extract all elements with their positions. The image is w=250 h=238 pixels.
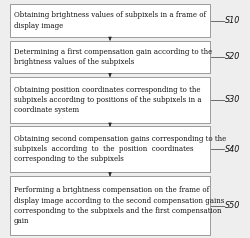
Bar bbox=[10, 176, 210, 235]
Text: S30: S30 bbox=[225, 95, 240, 104]
Text: Determining a first compensation gain according to the
brightness values of the : Determining a first compensation gain ac… bbox=[14, 48, 212, 66]
Text: Obtaining position coordinates corresponding to the
subpixels according to posit: Obtaining position coordinates correspon… bbox=[14, 86, 202, 114]
Bar bbox=[10, 77, 210, 123]
Text: S40: S40 bbox=[225, 145, 240, 154]
Text: Obtaining second compensation gains corresponding to the
subpixels  according  t: Obtaining second compensation gains corr… bbox=[14, 135, 226, 164]
Text: S50: S50 bbox=[225, 201, 240, 210]
Text: Obtaining brightness values of subpixels in a frame of
display image: Obtaining brightness values of subpixels… bbox=[14, 11, 206, 30]
Bar bbox=[10, 126, 210, 172]
Bar bbox=[10, 40, 210, 73]
Text: S20: S20 bbox=[225, 52, 240, 61]
Text: Performing a brightness compensation on the frame of
display image according to : Performing a brightness compensation on … bbox=[14, 186, 224, 225]
Text: S10: S10 bbox=[225, 16, 240, 25]
Bar bbox=[10, 4, 210, 37]
